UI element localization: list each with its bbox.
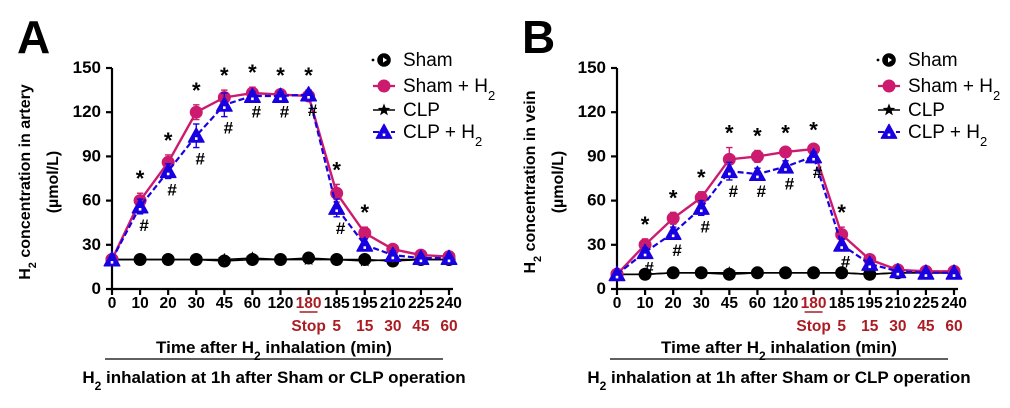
svg-text:CLP: CLP bbox=[908, 100, 945, 121]
svg-text:120: 120 bbox=[773, 295, 799, 312]
svg-text:30: 30 bbox=[82, 235, 101, 254]
svg-text:0: 0 bbox=[108, 295, 117, 312]
svg-text:10: 10 bbox=[636, 295, 653, 312]
svg-text:H2 concentration in artery: H2 concentration in artery bbox=[17, 84, 39, 280]
svg-text:240: 240 bbox=[436, 295, 462, 312]
svg-text:210: 210 bbox=[885, 295, 911, 312]
svg-text:240: 240 bbox=[941, 295, 967, 312]
svg-text:30: 30 bbox=[693, 295, 710, 312]
svg-text:#: # bbox=[139, 216, 149, 235]
svg-text:*: * bbox=[220, 63, 229, 88]
svg-text:5: 5 bbox=[837, 318, 846, 335]
svg-text:195: 195 bbox=[857, 295, 883, 312]
svg-text:*: * bbox=[697, 165, 706, 190]
svg-text:#: # bbox=[841, 253, 851, 272]
svg-text:*: * bbox=[809, 118, 818, 143]
svg-text:#: # bbox=[336, 219, 346, 238]
svg-text:120: 120 bbox=[268, 295, 294, 312]
svg-text:(µmol/L): (µmol/L) bbox=[45, 151, 62, 214]
svg-text:*: * bbox=[725, 121, 734, 146]
svg-text:*: * bbox=[669, 185, 678, 210]
svg-text:30: 30 bbox=[188, 295, 205, 312]
svg-text:#: # bbox=[308, 101, 318, 120]
svg-text:*: * bbox=[360, 200, 369, 225]
svg-text:#: # bbox=[701, 217, 711, 236]
svg-text:H2 inhalation at 1h after Sham: H2 inhalation at 1h after Sham or CLP op… bbox=[587, 368, 970, 393]
svg-text:#: # bbox=[280, 102, 290, 121]
svg-text:#: # bbox=[196, 150, 206, 169]
svg-text:*: * bbox=[332, 157, 341, 182]
svg-text:185: 185 bbox=[324, 295, 350, 312]
svg-text:*: * bbox=[276, 63, 285, 88]
svg-text:#: # bbox=[224, 119, 234, 138]
svg-text:150: 150 bbox=[578, 58, 606, 77]
svg-text:45: 45 bbox=[412, 318, 430, 335]
svg-text:20: 20 bbox=[665, 295, 682, 312]
svg-text:CLP + H2: CLP + H2 bbox=[403, 122, 482, 149]
svg-text:(µmol/L): (µmol/L) bbox=[550, 151, 567, 214]
svg-text:Sham: Sham bbox=[908, 50, 958, 71]
svg-text:45: 45 bbox=[216, 295, 234, 312]
svg-text:90: 90 bbox=[82, 146, 101, 165]
svg-text:#: # bbox=[252, 102, 262, 121]
svg-text:30: 30 bbox=[889, 318, 906, 335]
svg-text:0: 0 bbox=[92, 279, 101, 298]
svg-text:CLP: CLP bbox=[403, 100, 440, 121]
svg-text:20: 20 bbox=[160, 295, 177, 312]
svg-text:150: 150 bbox=[73, 58, 101, 77]
svg-text:30: 30 bbox=[384, 318, 401, 335]
svg-text:Sham + H2: Sham + H2 bbox=[908, 76, 1000, 103]
svg-text:180: 180 bbox=[296, 295, 322, 312]
svg-text:30: 30 bbox=[587, 235, 606, 254]
svg-text:*: * bbox=[781, 121, 790, 146]
svg-text:60: 60 bbox=[82, 191, 101, 210]
svg-text:H2 concentration in vein: H2 concentration in vein bbox=[522, 90, 544, 273]
svg-text:185: 185 bbox=[829, 295, 855, 312]
svg-text:225: 225 bbox=[408, 295, 434, 312]
svg-text:Sham + H2: Sham + H2 bbox=[403, 76, 495, 103]
svg-text:*: * bbox=[837, 200, 846, 225]
svg-text:210: 210 bbox=[380, 295, 406, 312]
svg-text:120: 120 bbox=[73, 102, 101, 121]
svg-text:120: 120 bbox=[578, 102, 606, 121]
svg-text:10: 10 bbox=[131, 295, 148, 312]
svg-text:0: 0 bbox=[597, 279, 606, 298]
svg-text:45: 45 bbox=[917, 318, 935, 335]
svg-text:*: * bbox=[164, 128, 173, 153]
svg-text:Stop: Stop bbox=[291, 318, 325, 335]
svg-text:H2 inhalation at 1h after Sham: H2 inhalation at 1h after Sham or CLP op… bbox=[82, 368, 465, 393]
svg-text:#: # bbox=[644, 259, 654, 278]
svg-text:#: # bbox=[785, 175, 795, 194]
svg-text:*: * bbox=[248, 60, 257, 85]
svg-text:90: 90 bbox=[587, 146, 606, 165]
svg-text:#: # bbox=[757, 182, 767, 201]
svg-text:#: # bbox=[813, 163, 823, 182]
svg-text:15: 15 bbox=[356, 318, 374, 335]
svg-text:*: * bbox=[304, 63, 313, 88]
svg-text:60: 60 bbox=[945, 318, 962, 335]
svg-text:#: # bbox=[167, 181, 177, 200]
svg-text:60: 60 bbox=[244, 295, 261, 312]
svg-text:15: 15 bbox=[861, 318, 879, 335]
svg-text:45: 45 bbox=[721, 295, 739, 312]
svg-text:5: 5 bbox=[332, 318, 341, 335]
svg-text:0: 0 bbox=[613, 295, 622, 312]
svg-text:CLP + H2: CLP + H2 bbox=[908, 122, 987, 149]
svg-text:180: 180 bbox=[801, 295, 827, 312]
svg-text:#: # bbox=[672, 241, 682, 260]
svg-text:225: 225 bbox=[913, 295, 939, 312]
svg-text:60: 60 bbox=[749, 295, 766, 312]
svg-text:60: 60 bbox=[587, 191, 606, 210]
svg-text:60: 60 bbox=[440, 318, 457, 335]
svg-text:Stop: Stop bbox=[796, 318, 830, 335]
svg-text:#: # bbox=[729, 182, 739, 201]
svg-text:*: * bbox=[753, 124, 762, 149]
svg-text:Sham: Sham bbox=[403, 50, 453, 71]
svg-text:*: * bbox=[641, 212, 650, 237]
svg-text:*: * bbox=[136, 166, 145, 191]
svg-text:*: * bbox=[192, 78, 201, 103]
svg-text:195: 195 bbox=[352, 295, 378, 312]
